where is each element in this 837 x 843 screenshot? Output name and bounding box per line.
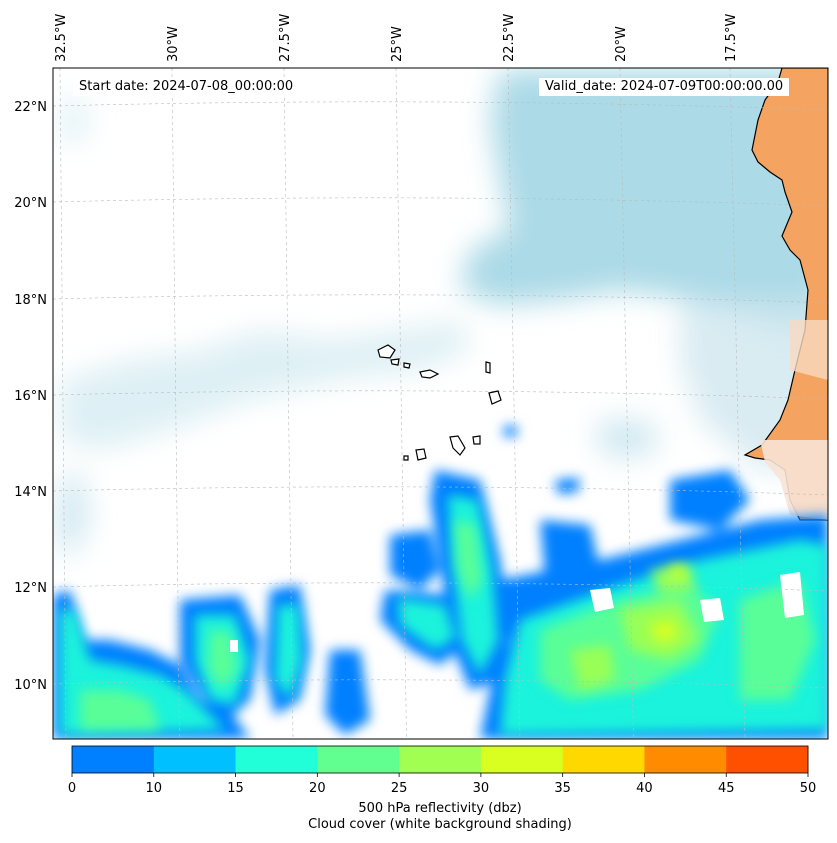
- meridian-line: [619, 68, 634, 739]
- colorbar-tick-label: 45: [718, 781, 735, 796]
- colorbar-tick-label: 25: [391, 781, 408, 796]
- longitude-label: 27.5°W: [278, 14, 293, 62]
- colorbar-tick-label: 35: [554, 781, 571, 796]
- latitude-label: 16°N: [14, 389, 47, 404]
- cloud-cover-shading: [55, 70, 828, 560]
- reflectivity-field: [53, 425, 828, 739]
- colorbar-ticks: 0 10 15 20 25 30 35 40 45 50: [68, 773, 816, 796]
- meridian-line: [171, 68, 180, 739]
- meridian-line: [283, 68, 294, 739]
- parallel-line: [53, 197, 828, 207]
- longitude-labels: 32.5°W 30°W 27.5°W 25°W 22.5°W 20°W 17.5°W: [54, 14, 739, 62]
- meridian-line: [59, 68, 67, 739]
- colorbar-segment: [317, 746, 400, 773]
- valid-date-label: Valid_date: 2024-07-09T00:00:00.00: [539, 78, 790, 96]
- colorbar-tick-label: 50: [800, 781, 817, 796]
- colorbar: [72, 746, 809, 773]
- latitude-label: 18°N: [14, 293, 47, 308]
- colorbar-subtitle: Cloud cover (white background shading): [308, 817, 572, 832]
- longitude-label: 17.5°W: [724, 14, 739, 62]
- longitude-label: 30°W: [166, 26, 181, 62]
- colorbar-title: 500 hPa reflectivity (dbz): [358, 801, 522, 816]
- latitude-label: 12°N: [14, 581, 47, 596]
- parallel-line: [53, 679, 828, 689]
- colorbar-segment: [562, 746, 645, 773]
- parallel-line: [53, 582, 828, 592]
- colorbar-tick-label: 20: [309, 781, 326, 796]
- latitude-label: 22°N: [14, 100, 47, 115]
- longitude-label: 22.5°W: [502, 14, 517, 62]
- latitude-label: 20°N: [14, 196, 47, 211]
- longitude-label: 20°W: [614, 26, 629, 62]
- parallel-line: [53, 486, 828, 496]
- map-frame: [52, 67, 829, 740]
- colorbar-tick-label: 0: [68, 781, 76, 796]
- colorbar-frame: [71, 745, 809, 774]
- colorbar-tick-label: 30: [473, 781, 490, 796]
- longitude-label: 25°W: [390, 26, 405, 62]
- colorbar-tick-label: 15: [227, 781, 244, 796]
- land-africa: [743, 68, 828, 521]
- longitude-label: 32.5°W: [54, 14, 69, 62]
- start-date-label: Start date: 2024-07-08_00:00:00: [73, 78, 300, 96]
- colorbar-segment: [399, 746, 482, 773]
- colorbar-tick-label: 10: [146, 781, 163, 796]
- parallel-line: [53, 294, 828, 304]
- colorbar-segment: [72, 746, 155, 773]
- gridlines: [53, 68, 828, 739]
- colorbar-segment: [480, 746, 564, 773]
- colorbar-tick-label: 40: [636, 781, 653, 796]
- meridian-line: [395, 68, 407, 739]
- colorbar-segment: [153, 746, 237, 773]
- colorbar-segment: [235, 746, 318, 773]
- parallel-line: [53, 101, 828, 111]
- latitude-labels: 22°N 20°N 18°N 16°N 14°N 12°N 10°N: [14, 100, 47, 693]
- colorbar-segment: [644, 746, 727, 773]
- map-area: [53, 68, 828, 739]
- latitude-label: 14°N: [14, 485, 47, 500]
- islands-cape-verde: [377, 344, 502, 461]
- parallel-line: [53, 390, 828, 400]
- meridian-line: [729, 68, 746, 739]
- latitude-label: 10°N: [14, 678, 47, 693]
- meridian-line: [507, 68, 521, 739]
- colorbar-segment: [726, 746, 809, 773]
